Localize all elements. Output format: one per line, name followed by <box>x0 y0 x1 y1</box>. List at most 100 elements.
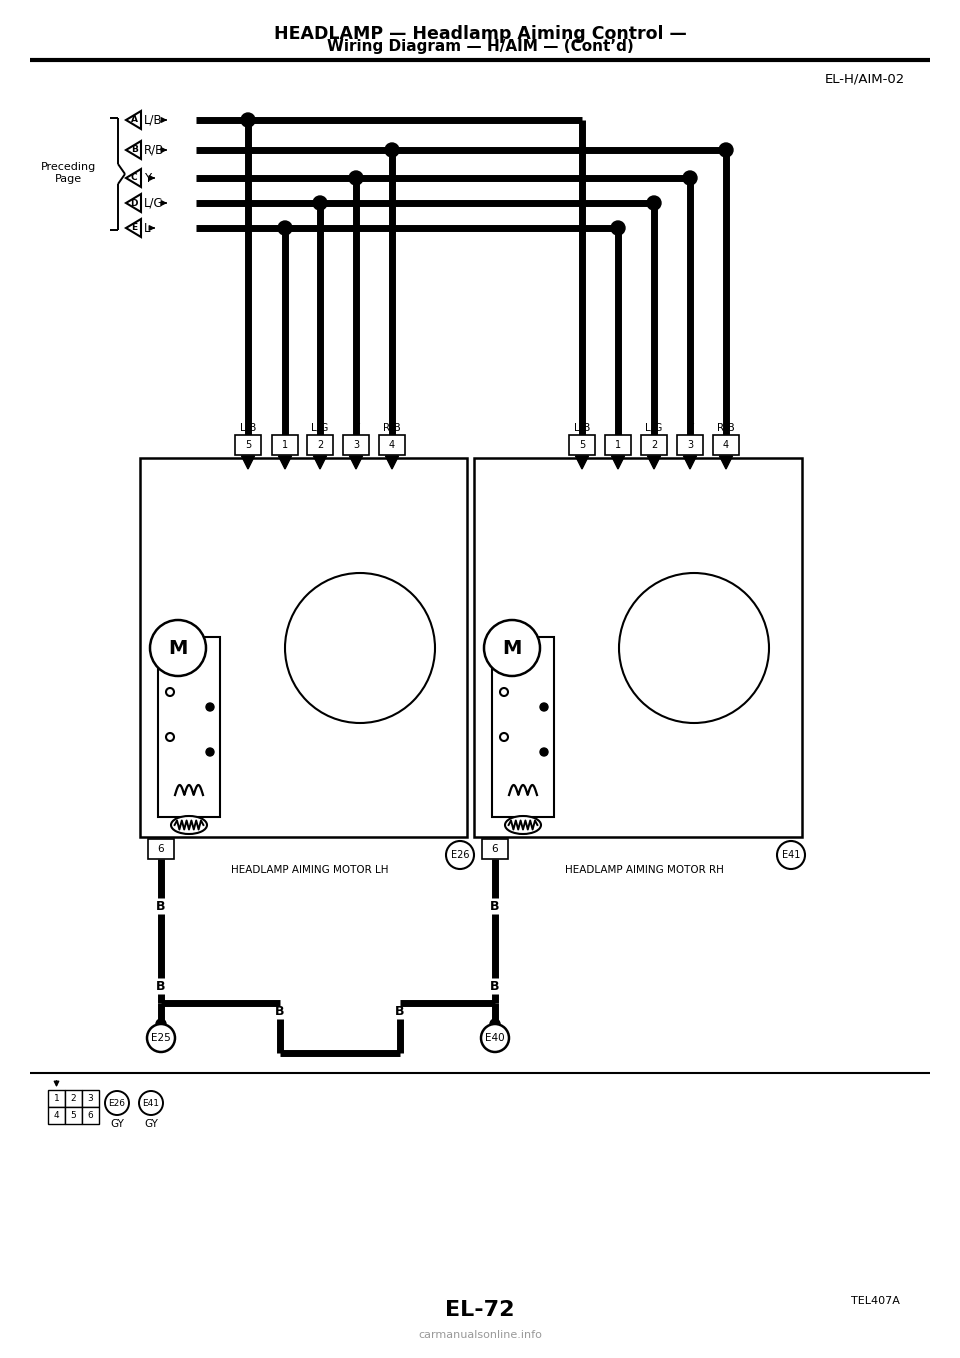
Text: Y: Y <box>686 422 693 433</box>
Bar <box>82 1107 99 1124</box>
Bar <box>474 458 802 837</box>
Circle shape <box>147 1024 175 1052</box>
Text: B: B <box>131 145 137 155</box>
Bar <box>235 435 261 455</box>
Text: 2: 2 <box>317 440 324 449</box>
Circle shape <box>540 703 548 712</box>
Polygon shape <box>242 456 254 469</box>
Text: Preceding
Page: Preceding Page <box>40 162 96 183</box>
Circle shape <box>105 1090 129 1115</box>
Text: B: B <box>491 980 500 993</box>
Circle shape <box>349 171 363 185</box>
Circle shape <box>647 196 661 210</box>
Bar <box>677 435 703 455</box>
Text: Y: Y <box>353 422 359 433</box>
Text: L/B: L/B <box>240 422 256 433</box>
Polygon shape <box>575 456 588 469</box>
Text: 1: 1 <box>54 1095 60 1103</box>
Bar <box>569 435 595 455</box>
Text: L: L <box>144 221 151 235</box>
Text: B: B <box>276 1005 285 1018</box>
Text: R/B: R/B <box>383 422 401 433</box>
Circle shape <box>500 689 508 697</box>
Circle shape <box>481 1024 509 1052</box>
Text: 6: 6 <box>492 845 498 854</box>
Text: R/B: R/B <box>144 144 164 156</box>
Text: L/G: L/G <box>645 422 662 433</box>
Polygon shape <box>126 111 141 129</box>
Circle shape <box>166 733 174 741</box>
Circle shape <box>241 113 255 128</box>
Text: EL-H/AIM-02: EL-H/AIM-02 <box>825 73 905 86</box>
Bar <box>605 435 631 455</box>
Bar <box>641 435 667 455</box>
Text: M: M <box>168 638 188 657</box>
Text: L: L <box>282 422 288 433</box>
Circle shape <box>611 221 625 235</box>
Circle shape <box>446 841 474 869</box>
Text: 4: 4 <box>723 440 729 449</box>
Text: E40: E40 <box>485 1033 505 1043</box>
Text: carmanualsonline.info: carmanualsonline.info <box>418 1329 542 1340</box>
Text: 5: 5 <box>245 440 252 449</box>
Text: 2: 2 <box>71 1095 76 1103</box>
Polygon shape <box>612 456 625 469</box>
Circle shape <box>719 143 733 158</box>
Text: L/G: L/G <box>311 422 328 433</box>
Text: EL-72: EL-72 <box>445 1300 515 1320</box>
Text: R/B: R/B <box>717 422 734 433</box>
Text: 1: 1 <box>615 440 621 449</box>
Text: D: D <box>131 198 138 208</box>
Circle shape <box>777 841 805 869</box>
Polygon shape <box>684 456 697 469</box>
Text: 3: 3 <box>353 440 359 449</box>
Circle shape <box>206 748 214 756</box>
Text: 4: 4 <box>54 1111 60 1120</box>
Polygon shape <box>126 194 141 212</box>
Text: B: B <box>396 1005 405 1018</box>
Circle shape <box>139 1090 163 1115</box>
Text: L/B: L/B <box>574 422 590 433</box>
Polygon shape <box>126 141 141 159</box>
Text: 5: 5 <box>579 440 586 449</box>
Circle shape <box>156 1018 166 1029</box>
Text: B: B <box>156 980 166 993</box>
Text: 3: 3 <box>87 1095 93 1103</box>
Polygon shape <box>719 456 732 469</box>
Text: B: B <box>491 900 500 913</box>
Bar <box>272 435 298 455</box>
Text: E26: E26 <box>451 850 469 860</box>
Text: HEADLAMP — Headlamp Aiming Control —: HEADLAMP — Headlamp Aiming Control — <box>274 24 686 43</box>
Bar <box>379 435 405 455</box>
Text: GY: GY <box>110 1119 124 1128</box>
Bar <box>140 458 467 837</box>
Bar <box>148 839 174 860</box>
Circle shape <box>490 1018 500 1029</box>
Circle shape <box>278 221 292 235</box>
Polygon shape <box>314 456 326 469</box>
Bar <box>82 1090 99 1107</box>
Polygon shape <box>349 456 363 469</box>
Text: L/B: L/B <box>144 114 162 126</box>
Polygon shape <box>647 456 660 469</box>
Text: GY: GY <box>144 1119 158 1128</box>
Circle shape <box>683 171 697 185</box>
Text: E41: E41 <box>142 1099 159 1108</box>
Text: 1: 1 <box>282 440 288 449</box>
Circle shape <box>500 733 508 741</box>
Circle shape <box>619 573 769 722</box>
Circle shape <box>285 573 435 722</box>
Bar <box>158 637 220 818</box>
Text: Y: Y <box>144 171 151 185</box>
Text: C: C <box>131 174 137 182</box>
Text: E25: E25 <box>151 1033 171 1043</box>
Bar <box>48 1107 65 1124</box>
Bar <box>713 435 739 455</box>
Text: L: L <box>615 422 621 433</box>
Circle shape <box>385 143 399 158</box>
Text: E41: E41 <box>781 850 801 860</box>
Text: TEL407A: TEL407A <box>852 1296 900 1306</box>
Circle shape <box>150 621 206 676</box>
Text: 3: 3 <box>687 440 693 449</box>
Text: HEADLAMP AIMING MOTOR LH: HEADLAMP AIMING MOTOR LH <box>231 865 389 875</box>
